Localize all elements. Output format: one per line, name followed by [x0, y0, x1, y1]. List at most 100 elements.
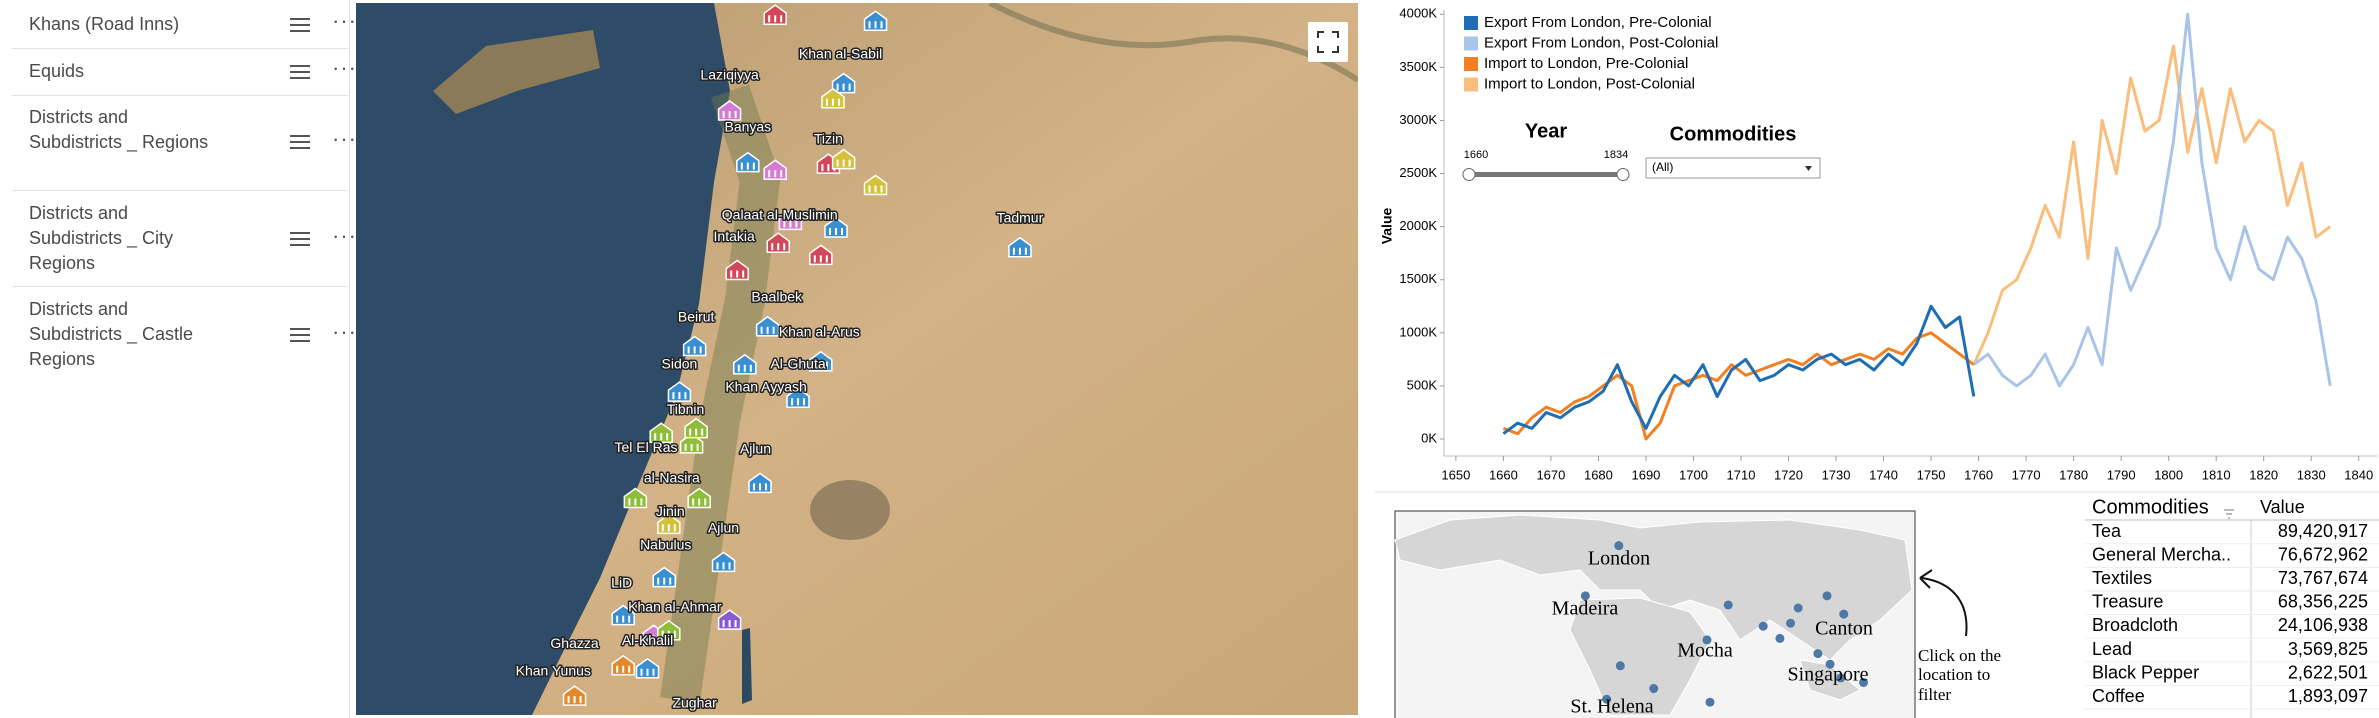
- icon-columns: [760, 326, 775, 334]
- layer-item[interactable]: Districts and Subdistricts _ Regions ···: [12, 96, 356, 191]
- more-icon[interactable]: ···: [332, 8, 357, 33]
- location-dot[interactable]: [1775, 633, 1785, 643]
- location-dot[interactable]: [1822, 591, 1832, 601]
- x-tick-label: 1670: [1536, 467, 1565, 482]
- location-dot[interactable]: [1580, 591, 1590, 601]
- slider-handle[interactable]: [1462, 168, 1476, 181]
- location-dot[interactable]: [1859, 677, 1869, 687]
- icon-columns: [836, 159, 851, 167]
- list-icon[interactable]: [290, 231, 310, 247]
- satellite-map[interactable]: Laziqiyya Khan al-Sabil Banyas Tizin Qalaat …: [356, 3, 1358, 715]
- table-header: Commodities: [2092, 496, 2209, 518]
- layer-name: Districts and Subdistricts _ Regions: [29, 107, 209, 152]
- place-label: Sidon: [662, 356, 698, 372]
- layer-item[interactable]: Equids ···: [12, 49, 356, 96]
- location-dot[interactable]: [1839, 609, 1849, 619]
- button-bg[interactable]: [1308, 22, 1348, 62]
- location-dot[interactable]: [1836, 673, 1846, 683]
- place-label: Khan al-Ahmar: [628, 599, 722, 615]
- fullscreen-button[interactable]: [1308, 22, 1348, 62]
- list-icon[interactable]: [290, 17, 310, 33]
- landmass: [1799, 659, 1861, 701]
- icon-columns: [567, 696, 582, 704]
- more-icon[interactable]: ···: [332, 223, 357, 248]
- legend-label: Import to London, Pre-Colonial: [1484, 55, 1688, 72]
- year-filter[interactable]: Year 1660 1834: [1462, 120, 1630, 181]
- place-label: Ghazza: [550, 635, 598, 651]
- place-label: Laziqiyya: [700, 67, 759, 83]
- layer-name: Districts and Subdistricts _ Castle Regi…: [29, 299, 194, 369]
- slider-track[interactable]: [1468, 172, 1624, 177]
- filter-label: Commodities: [1670, 123, 1797, 145]
- list-icon[interactable]: [290, 327, 310, 343]
- location-dot[interactable]: [1702, 635, 1712, 645]
- location-dot[interactable]: [1615, 661, 1625, 671]
- x-tick-label: 1770: [2012, 467, 2041, 482]
- annotation: location to: [1918, 665, 1990, 684]
- more-icon[interactable]: ···: [332, 319, 357, 344]
- place-label: Khan Ayyash: [725, 378, 806, 394]
- arrow: [1921, 577, 1968, 637]
- place-label: Nabulus: [640, 536, 691, 552]
- layer-panel: Khans (Road Inns) ··· Equids ··· Distric…: [0, 0, 356, 718]
- commodities-filter[interactable]: Commodities (All): [1645, 123, 1821, 179]
- legend: Export From London, Pre-Colonial Export F…: [1464, 14, 1718, 92]
- commodity-name: Tea: [2092, 521, 2122, 541]
- y-tick-label: 3500K: [1399, 59, 1437, 74]
- y-tick-label: 0K: [1421, 430, 1437, 445]
- layer-item[interactable]: Districts and Subdistricts _ City Region…: [12, 191, 356, 287]
- legend-label: Import to London, Post-Colonial: [1484, 75, 1695, 92]
- series-line: [1972, 12, 2332, 388]
- list-icon[interactable]: [290, 134, 310, 150]
- icon-columns: [661, 524, 676, 532]
- layer-item[interactable]: Khans (Road Inns) ···: [12, 0, 356, 49]
- landmass: [1394, 514, 1913, 661]
- location-dot[interactable]: [1614, 541, 1624, 551]
- icon-columns: [716, 562, 731, 570]
- y-tick-label: 2000K: [1399, 218, 1437, 233]
- icon-columns: [753, 483, 767, 491]
- location-dot[interactable]: [1786, 618, 1796, 628]
- place-label: Tadmur: [997, 210, 1044, 226]
- location-dot[interactable]: [1602, 694, 1612, 704]
- dropdown[interactable]: [1645, 157, 1821, 179]
- location-dot[interactable]: [1758, 621, 1768, 631]
- location-label: Madeira: [1552, 598, 1619, 620]
- commodity-value: 76,672,962: [2278, 544, 2368, 564]
- icon-columns: [616, 665, 631, 673]
- location-dot[interactable]: [1825, 659, 1835, 669]
- legend-swatch: [1464, 77, 1478, 92]
- slider-handle[interactable]: [1616, 168, 1630, 181]
- place-label: Khan al-Sabil: [799, 45, 882, 61]
- sort-icon[interactable]: [2224, 509, 2234, 519]
- icon-columns: [836, 83, 851, 91]
- island: [433, 30, 600, 114]
- location-dot[interactable]: [1793, 603, 1803, 613]
- landmass: [1569, 597, 1711, 716]
- icon-columns: [868, 21, 883, 29]
- layer-item[interactable]: Districts and Subdistricts _ Castle Regi…: [12, 287, 356, 383]
- commodity-value: 73,767,674: [2278, 568, 2368, 588]
- annotation: Click on the: [1918, 646, 2001, 665]
- x-tick-label: 1710: [1727, 467, 1756, 482]
- icon-columns: [689, 428, 704, 436]
- icon-columns: [829, 228, 843, 235]
- icon-columns: [722, 110, 737, 118]
- place-label: Intakia: [714, 228, 755, 244]
- location-dot[interactable]: [1705, 697, 1715, 707]
- legend-label: Export From London, Pre-Colonial: [1484, 14, 1712, 31]
- more-icon[interactable]: ···: [332, 126, 357, 151]
- table-header: Value: [2260, 497, 2305, 517]
- list-icon[interactable]: [290, 64, 310, 80]
- arrowhead: [1919, 569, 1933, 589]
- location-dot[interactable]: [1649, 684, 1659, 694]
- location-map[interactable]: London Madeira Mocha Canton Singapore St. Hel…: [1394, 510, 2001, 718]
- place-label: Khan al-Arus: [779, 324, 860, 340]
- more-icon[interactable]: ···: [332, 55, 357, 80]
- location-dot[interactable]: [1723, 600, 1733, 610]
- place-label: Zughar: [672, 694, 717, 710]
- x-tick-label: 1750: [1917, 467, 1946, 482]
- x-tick-label: 1680: [1584, 467, 1613, 482]
- location-dot[interactable]: [1813, 649, 1823, 659]
- place-label: LiD: [611, 574, 632, 590]
